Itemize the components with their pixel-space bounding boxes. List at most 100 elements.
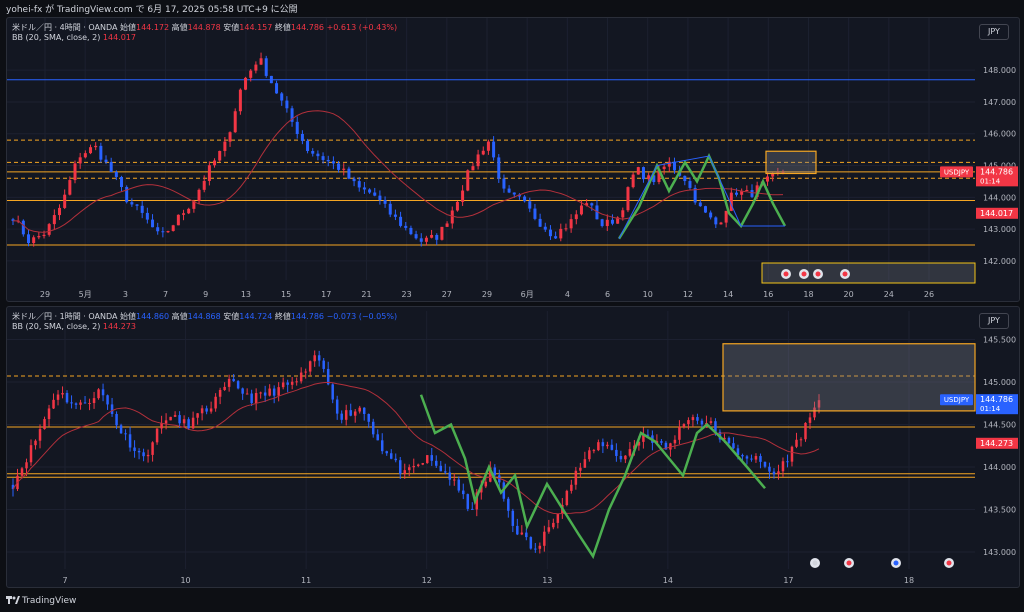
legend-bb-4h[interactable]: BB (20, SMA, close, 2) 144.017: [12, 33, 136, 42]
candle: [135, 204, 139, 211]
low-label: 安値: [223, 23, 240, 32]
candles-4h: [11, 52, 785, 247]
candle: [624, 455, 627, 464]
tradingview-logo-icon: [6, 596, 20, 604]
chart-1h-canvas[interactable]: 143.000 143.500 144.000 144.500 145.000 145.5…: [7, 307, 1019, 587]
candle: [73, 160, 77, 184]
event-zone-box[interactable]: [761, 262, 976, 284]
event-marker-icon[interactable]: [813, 269, 823, 279]
event-marker-icon[interactable]: [799, 269, 809, 279]
bb-4h: [12, 110, 784, 233]
candle: [344, 404, 348, 426]
candle: [74, 402, 78, 410]
event-marker-icon[interactable]: [781, 269, 791, 279]
candle: [808, 412, 812, 430]
candle: [11, 478, 15, 497]
footer: TradingView: [0, 590, 1024, 612]
event-marker-icon[interactable]: [840, 269, 850, 279]
event-marker-icon[interactable]: [844, 558, 854, 568]
event-marker-icon[interactable]: [891, 558, 901, 568]
price-tag: 144.273: [976, 437, 1018, 449]
candle: [88, 398, 91, 411]
low-label: 安値: [223, 312, 240, 321]
candle: [628, 442, 632, 458]
projection-line[interactable]: [618, 155, 785, 239]
x-tick-label: 21: [361, 290, 371, 299]
x-tick-label: 10: [180, 576, 190, 585]
candle: [371, 418, 375, 438]
candle: [37, 231, 41, 240]
candle: [754, 453, 758, 463]
candle: [232, 373, 235, 382]
candle: [34, 439, 37, 450]
candle: [218, 150, 222, 162]
candle: [137, 448, 141, 460]
candle: [790, 445, 794, 467]
candle: [125, 185, 129, 204]
low-value: 144.157: [239, 23, 273, 32]
bb-value: 144.017: [102, 33, 136, 42]
candle: [662, 163, 666, 175]
chart-pane-1h[interactable]: 143.000 143.500 144.000 144.500 145.000 145.5…: [6, 306, 1020, 588]
bb-basis-line[interactable]: [12, 381, 820, 515]
candle: [492, 136, 496, 161]
candle: [678, 420, 681, 445]
target-box[interactable]: [722, 343, 976, 412]
candle: [106, 394, 109, 410]
annotations-1h: [419, 343, 976, 568]
candle: [621, 207, 625, 221]
candle: [200, 405, 204, 421]
candle: [777, 464, 780, 480]
candle: [709, 210, 713, 220]
candle: [682, 423, 686, 429]
candle: [616, 216, 620, 224]
candle: [547, 519, 551, 534]
candle: [52, 209, 56, 230]
candle: [281, 377, 285, 390]
legend-bb-1h[interactable]: BB (20, SMA, close, 2) 144.273: [12, 322, 136, 331]
x-tick-label: 23: [402, 290, 412, 299]
candle: [471, 502, 474, 510]
x-tick-label: 11: [301, 576, 311, 585]
chart-pane-4h[interactable]: 142.000 143.000 144.000 145.000 146.000 147.0…: [6, 17, 1020, 302]
candle: [538, 213, 542, 228]
candle: [457, 476, 461, 493]
candle: [268, 384, 271, 397]
currency-button[interactable]: JPY: [979, 313, 1009, 329]
candle: [367, 413, 370, 428]
event-marker-icon[interactable]: [944, 558, 954, 568]
wave-pattern-line[interactable]: [419, 394, 766, 560]
x-tick-label: 26: [924, 290, 934, 299]
candle: [691, 414, 695, 427]
candle: [209, 401, 213, 414]
target-box[interactable]: [765, 150, 817, 175]
candle: [151, 441, 154, 462]
candle: [610, 214, 614, 226]
candle: [156, 222, 160, 235]
chart-4h-canvas[interactable]: 142.000 143.000 144.000 145.000 146.000 147.0…: [7, 18, 1019, 301]
candle: [249, 69, 253, 82]
candle: [511, 508, 515, 533]
candle: [569, 214, 573, 233]
candle: [724, 210, 728, 228]
candle: [241, 387, 244, 400]
candle: [326, 361, 330, 386]
candle: [92, 391, 96, 409]
candle: [161, 227, 165, 238]
candle: [29, 439, 33, 466]
change-value: −0.073 (−0.05%): [326, 312, 398, 321]
x-tick-label: 17: [321, 290, 331, 299]
candle: [786, 454, 789, 468]
candle: [340, 410, 343, 424]
bb-basis-line[interactable]: [12, 110, 784, 233]
currency-button[interactable]: JPY: [979, 24, 1009, 40]
candle: [61, 386, 64, 399]
open-label: 始値: [120, 312, 136, 321]
x-tick-label: 7: [163, 290, 168, 299]
candle: [306, 138, 310, 154]
y-tick-label: 143.000: [983, 548, 1016, 557]
event-marker-icon[interactable]: [810, 558, 820, 568]
candle: [68, 176, 72, 196]
candle: [669, 442, 672, 457]
candle: [693, 184, 697, 205]
